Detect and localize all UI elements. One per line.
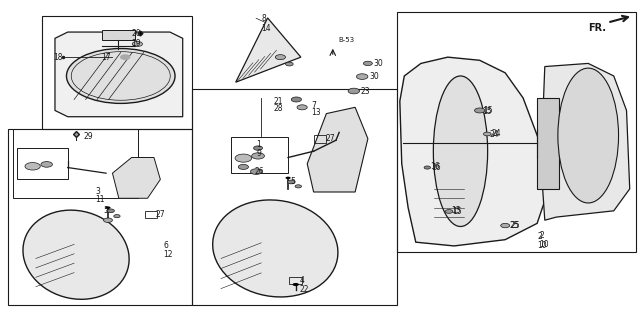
Text: 25: 25 <box>511 221 520 230</box>
Text: 20: 20 <box>132 29 141 38</box>
Circle shape <box>285 62 293 66</box>
Text: 14: 14 <box>261 24 271 33</box>
Bar <box>289 277 302 284</box>
Text: 22: 22 <box>300 285 309 294</box>
Text: 18: 18 <box>53 53 63 62</box>
Text: FR.: FR. <box>588 23 606 33</box>
Text: 28: 28 <box>273 104 283 113</box>
Circle shape <box>474 108 484 113</box>
Circle shape <box>132 42 143 47</box>
Text: 3: 3 <box>95 187 100 197</box>
Polygon shape <box>55 32 182 117</box>
Text: 4: 4 <box>300 276 305 285</box>
Text: 26: 26 <box>255 167 264 176</box>
Polygon shape <box>102 31 135 40</box>
Text: 15: 15 <box>452 207 462 216</box>
Circle shape <box>291 97 301 102</box>
Text: 12: 12 <box>164 250 173 259</box>
Circle shape <box>136 43 140 45</box>
Text: 15: 15 <box>483 106 492 115</box>
Circle shape <box>364 61 372 66</box>
Circle shape <box>252 153 264 159</box>
Text: 6: 6 <box>164 241 168 250</box>
Circle shape <box>275 54 285 60</box>
Text: 2: 2 <box>539 232 544 240</box>
Text: B-53: B-53 <box>338 37 354 43</box>
Circle shape <box>238 164 248 169</box>
Ellipse shape <box>212 200 338 297</box>
Text: 17: 17 <box>102 53 111 62</box>
Circle shape <box>250 169 262 175</box>
Text: 27: 27 <box>156 210 165 219</box>
Circle shape <box>104 218 113 222</box>
Circle shape <box>287 180 295 184</box>
Text: 11: 11 <box>95 195 105 204</box>
Bar <box>314 135 326 143</box>
Polygon shape <box>537 98 559 189</box>
Circle shape <box>348 88 360 94</box>
Text: 8: 8 <box>261 14 266 23</box>
Text: 23: 23 <box>360 87 370 95</box>
Bar <box>17 148 68 180</box>
Polygon shape <box>113 158 161 198</box>
Circle shape <box>445 209 453 213</box>
Ellipse shape <box>23 210 129 299</box>
Text: 30: 30 <box>369 72 379 81</box>
Text: 29: 29 <box>84 132 93 141</box>
Text: 15: 15 <box>482 106 492 116</box>
Circle shape <box>114 215 120 218</box>
Text: 19: 19 <box>132 39 141 49</box>
Text: 21: 21 <box>273 97 283 106</box>
Ellipse shape <box>433 76 488 226</box>
Circle shape <box>292 283 299 286</box>
Polygon shape <box>113 52 138 62</box>
Circle shape <box>253 146 262 150</box>
Polygon shape <box>542 63 630 220</box>
Text: 30: 30 <box>374 59 383 68</box>
Circle shape <box>41 162 52 167</box>
Circle shape <box>424 166 431 169</box>
Text: 5: 5 <box>290 177 295 186</box>
Text: 7: 7 <box>312 101 317 110</box>
Bar <box>230 137 288 173</box>
Circle shape <box>356 74 368 79</box>
Circle shape <box>285 177 291 179</box>
Text: 27: 27 <box>325 134 335 143</box>
Circle shape <box>295 185 301 188</box>
Polygon shape <box>236 18 301 82</box>
Text: 13: 13 <box>312 108 321 117</box>
Circle shape <box>235 154 252 162</box>
Circle shape <box>483 132 491 136</box>
Circle shape <box>25 163 40 170</box>
Text: 15: 15 <box>452 206 461 215</box>
Text: 1: 1 <box>256 140 261 149</box>
Text: 2: 2 <box>537 232 542 241</box>
Text: 25: 25 <box>509 221 518 230</box>
Circle shape <box>500 223 509 228</box>
Ellipse shape <box>67 49 175 103</box>
Text: 16: 16 <box>431 163 441 172</box>
Circle shape <box>297 105 307 110</box>
Text: 10: 10 <box>539 240 548 249</box>
Text: 10: 10 <box>537 241 547 250</box>
Bar <box>145 211 157 219</box>
Ellipse shape <box>558 68 618 203</box>
Polygon shape <box>400 57 547 246</box>
Text: 16: 16 <box>430 163 440 171</box>
Text: 9: 9 <box>256 149 261 158</box>
Circle shape <box>106 206 111 209</box>
Text: 24: 24 <box>492 129 501 139</box>
Text: 24: 24 <box>490 130 499 139</box>
Circle shape <box>107 209 115 213</box>
Text: 5: 5 <box>103 206 108 215</box>
Polygon shape <box>307 107 368 192</box>
Circle shape <box>121 55 130 59</box>
